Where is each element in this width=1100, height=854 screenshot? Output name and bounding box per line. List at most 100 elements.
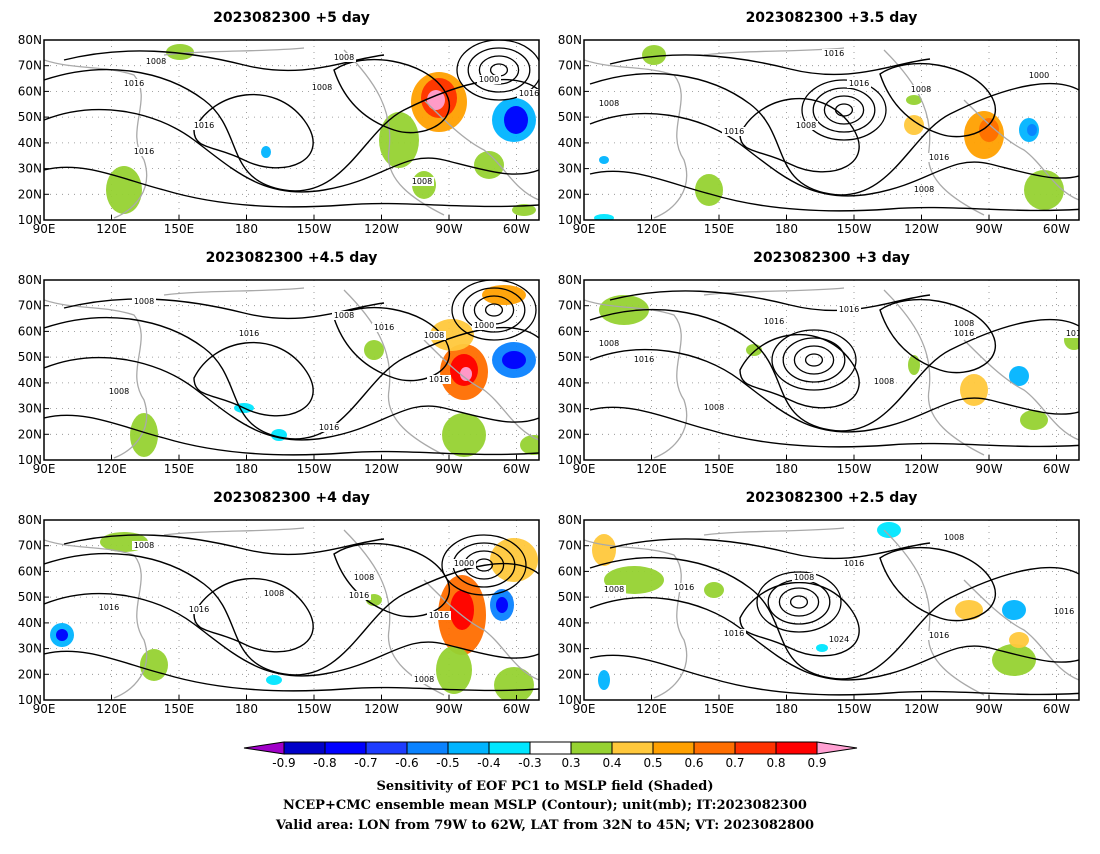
- contour-label: 1016: [429, 375, 449, 384]
- contour-label: 1008: [599, 99, 619, 108]
- lat-tick-label: 20N: [558, 667, 582, 681]
- map-area: 1016 1008 1016 1008 1016 1008 1000 1008 1016: [584, 40, 1079, 220]
- pressure-center-contour: [789, 595, 809, 609]
- contour-label-bg: [822, 49, 846, 58]
- contour-label-bg: [672, 583, 696, 592]
- sensitivity-shading: [979, 118, 999, 142]
- contour-label-bg: [792, 573, 816, 582]
- contour-label-bg: [952, 329, 976, 338]
- colorbar-swatch: [365, 741, 408, 755]
- isobar-contour: [193, 341, 314, 417]
- isobar-contour: [333, 58, 451, 134]
- lon-tick-label: 120E: [636, 222, 667, 236]
- contour-label: 1016: [1054, 607, 1074, 616]
- pressure-center-contour: [812, 87, 876, 133]
- lat-tick-label: 10N: [558, 213, 582, 227]
- sensitivity-shading: [955, 600, 983, 620]
- sensitivity-shading: [460, 367, 472, 381]
- lon-tick-label: 90E: [33, 222, 56, 236]
- lat-tick-label: 40N: [18, 376, 42, 390]
- contour-label-bg: [942, 533, 966, 542]
- colorbar-label: 0.9: [807, 756, 826, 770]
- contour-label-bg: [132, 297, 156, 306]
- coastline-east-coast: [423, 99, 539, 201]
- lon-tick-label: 120W: [364, 222, 399, 236]
- coastline-north-america: [343, 289, 445, 456]
- coastline-asia: [44, 539, 148, 699]
- contour-label-bg: [347, 591, 371, 600]
- contour-label-bg: [144, 57, 168, 66]
- isobar-contour: [739, 333, 860, 409]
- lon-tick-label: 150E: [164, 702, 195, 716]
- contour-label: 1016: [349, 591, 369, 600]
- lat-tick-label: 70N: [18, 59, 42, 73]
- lon-tick-label: 150E: [164, 222, 195, 236]
- contour-label: 1016: [374, 323, 394, 332]
- isobar-contour: [589, 406, 1079, 448]
- lat-tick-label: 50N: [18, 350, 42, 364]
- colorbar-swatch: [529, 741, 572, 755]
- sensitivity-shading: [1009, 632, 1029, 648]
- contour-label: 1008: [704, 403, 724, 412]
- sensitivity-shading: [746, 344, 762, 356]
- lat-tick-label: 20N: [18, 667, 42, 681]
- lat-tick-label: 60N: [18, 84, 42, 98]
- contour-label: 1016: [124, 79, 144, 88]
- contour-label-bg: [352, 573, 376, 582]
- sensitivity-shading: [642, 45, 666, 65]
- sensitivity-shading: [427, 90, 445, 110]
- lon-tick-label: 90E: [573, 462, 596, 476]
- lat-tick-label: 50N: [18, 110, 42, 124]
- pressure-center-contour: [782, 337, 846, 383]
- contour-label-bg: [597, 99, 621, 108]
- lat-tick-label: 10N: [18, 453, 42, 467]
- colorbar-swatch: [775, 741, 818, 755]
- map-frame: [43, 39, 540, 221]
- colorbar-label: -0.6: [395, 756, 418, 770]
- contour-label: 1016: [824, 49, 844, 58]
- isobar-contour: [44, 356, 539, 441]
- contour-label-bg: [952, 319, 976, 328]
- map-panel: 2023082300 +2.5 day 1008 1008 1016 1016 1016 1…: [558, 490, 1080, 716]
- colorbar-arrow-right: [816, 741, 858, 755]
- lon-tick-label: 60W: [503, 462, 530, 476]
- contour-label: 1008: [414, 675, 434, 684]
- sensitivity-shading: [502, 351, 526, 369]
- isobar-contour: [739, 97, 860, 173]
- contour-label: 1008: [134, 297, 154, 306]
- contour-label-bg: [477, 75, 501, 84]
- isobar-contour: [44, 108, 539, 193]
- lon-tick-label: 90W: [975, 462, 1002, 476]
- sensitivity-shading: [1002, 600, 1026, 620]
- lat-tick-label: 10N: [18, 693, 42, 707]
- colorbar-swatch: [734, 741, 777, 755]
- lon-tick-label: 90E: [33, 702, 56, 716]
- sensitivity-shading: [494, 667, 534, 700]
- lat-tick-label: 40N: [558, 616, 582, 630]
- isobar-contour: [333, 542, 451, 618]
- lon-tick-label: 90W: [435, 702, 462, 716]
- contour-label-bg: [702, 403, 726, 412]
- lon-tick-label: 180: [235, 222, 258, 236]
- contour-label: 1016: [674, 583, 694, 592]
- sensitivity-shading: [695, 174, 723, 206]
- map-area: 1008101610161008101610081016100810161016: [584, 280, 1079, 460]
- contour-label-bg: [762, 317, 786, 326]
- sensitivity-shading: [816, 644, 828, 652]
- colorbar-label: 0.6: [684, 756, 703, 770]
- contour-label-bg: [372, 323, 396, 332]
- contour-label-bg: [847, 79, 871, 88]
- lat-tick-label: 60N: [558, 324, 582, 338]
- coastline-asia: [584, 59, 688, 219]
- map-frame: [43, 279, 540, 461]
- coastline-asia: [44, 299, 148, 459]
- lat-tick-label: 50N: [558, 350, 582, 364]
- lon-tick-label: 120W: [904, 462, 939, 476]
- lon-tick-label: 150E: [704, 222, 735, 236]
- contour-label: 1008: [914, 185, 934, 194]
- lat-tick-label: 30N: [18, 162, 42, 176]
- lon-tick-label: 60W: [1043, 462, 1070, 476]
- contour-label: 1008: [911, 85, 931, 94]
- map-frame: [583, 519, 1080, 701]
